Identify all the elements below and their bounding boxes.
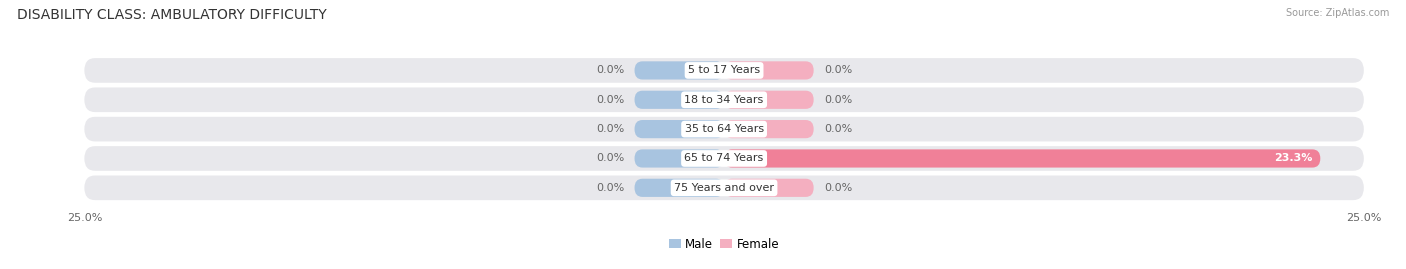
FancyBboxPatch shape [724,149,1320,168]
Text: 0.0%: 0.0% [824,124,852,134]
Text: DISABILITY CLASS: AMBULATORY DIFFICULTY: DISABILITY CLASS: AMBULATORY DIFFICULTY [17,8,326,22]
FancyBboxPatch shape [634,179,724,197]
Text: 0.0%: 0.0% [596,124,624,134]
FancyBboxPatch shape [724,91,814,109]
FancyBboxPatch shape [84,87,1364,112]
Text: 0.0%: 0.0% [824,65,852,75]
Text: 35 to 64 Years: 35 to 64 Years [685,124,763,134]
FancyBboxPatch shape [724,120,814,138]
Text: 23.3%: 23.3% [1274,154,1313,164]
FancyBboxPatch shape [84,58,1364,83]
Text: 0.0%: 0.0% [596,154,624,164]
Text: 0.0%: 0.0% [596,65,624,75]
FancyBboxPatch shape [634,149,724,168]
Text: 65 to 74 Years: 65 to 74 Years [685,154,763,164]
FancyBboxPatch shape [724,61,814,80]
Text: 18 to 34 Years: 18 to 34 Years [685,95,763,105]
Text: 5 to 17 Years: 5 to 17 Years [688,65,761,75]
FancyBboxPatch shape [84,146,1364,171]
FancyBboxPatch shape [84,175,1364,200]
Text: 0.0%: 0.0% [824,95,852,105]
FancyBboxPatch shape [84,117,1364,141]
Legend: Male, Female: Male, Female [664,233,785,256]
Text: 75 Years and over: 75 Years and over [673,183,775,193]
Text: 0.0%: 0.0% [596,95,624,105]
FancyBboxPatch shape [634,61,724,80]
FancyBboxPatch shape [634,91,724,109]
Text: 0.0%: 0.0% [824,183,852,193]
FancyBboxPatch shape [634,120,724,138]
FancyBboxPatch shape [724,179,814,197]
Text: 0.0%: 0.0% [596,183,624,193]
Text: Source: ZipAtlas.com: Source: ZipAtlas.com [1285,8,1389,18]
